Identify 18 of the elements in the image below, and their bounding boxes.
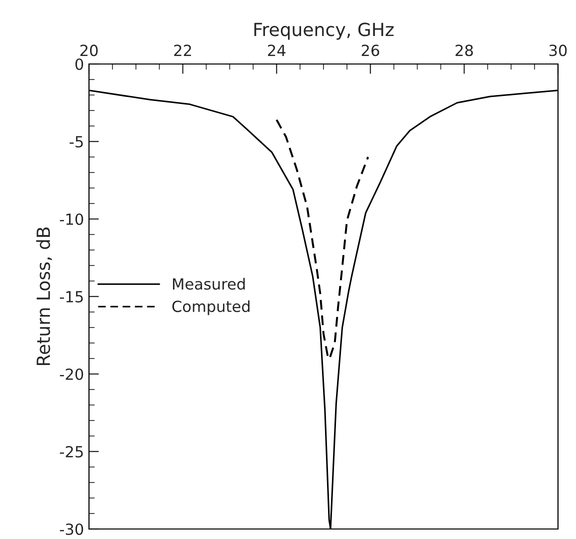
y-tick-label: -30 [60,523,84,536]
y-tick-label: -25 [60,446,83,458]
x-tick-label: 24 [268,44,286,56]
x-tick-label: 30 [549,44,567,56]
y-tick-label: -15 [60,291,83,303]
x-tick-label: 22 [174,44,191,56]
legend-label: Computed [172,300,250,316]
y-tick-label: -20 [60,368,84,380]
legend-label: Measured [173,278,245,290]
y-tick-label: -10 [60,213,84,226]
x-axis-title: Frequency, GHz [254,22,394,40]
x-tick-label: 28 [456,44,473,56]
x-tick-label: 20 [80,44,98,56]
y-tick-label: -5 [70,136,83,148]
y-axis-title: Return Loss, dB [36,227,52,366]
y-tick-label: 0 [75,58,84,70]
x-tick-label: 26 [362,44,380,56]
line-series [276,118,370,360]
